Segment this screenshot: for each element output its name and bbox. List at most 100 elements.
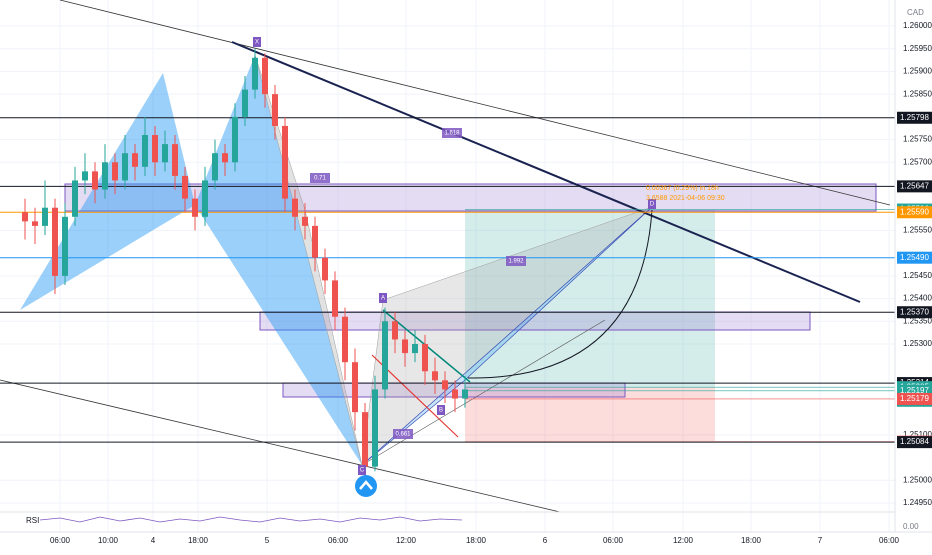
point-label: A (381, 296, 385, 302)
price-tag-label: 1.25798 (900, 113, 929, 122)
rsi-line (39, 516, 463, 523)
zone-box (64, 183, 877, 212)
point-box (437, 405, 445, 415)
candle-body (42, 207, 48, 226)
candle-body (192, 198, 198, 217)
price-tag-label: 1.25490 (900, 253, 929, 262)
alert-icon-glyph (359, 480, 373, 490)
price-tick-label: 1.25350 (903, 316, 932, 325)
candle-body (252, 57, 258, 90)
price-tag (897, 392, 932, 405)
ratio-label: 0.71 (314, 176, 326, 182)
candle-body (202, 180, 208, 217)
grid (0, 0, 895, 532)
time-tick-label: 12:00 (673, 536, 694, 545)
time-tick-label: 4 (151, 536, 156, 545)
candle-body (142, 135, 148, 167)
price-tag (897, 180, 932, 193)
candle-body (452, 389, 458, 399)
point-label: B (439, 408, 443, 414)
long-profit-zone (465, 210, 715, 387)
time-tick-label: 18:00 (188, 536, 209, 545)
candle-body (402, 339, 408, 354)
candle-body (212, 153, 218, 181)
candle-body (392, 321, 398, 340)
time-tick-label: 06:00 (879, 536, 900, 545)
candle-body (242, 89, 248, 117)
time-tick-label: 12:00 (396, 536, 417, 545)
time-tick-label: 18:00 (466, 536, 487, 545)
price-tag-label: 1.25370 (900, 307, 929, 316)
price-tick-label: 1.25300 (903, 339, 932, 348)
price-tag (897, 436, 932, 449)
point-box (648, 199, 656, 209)
candle-body (302, 216, 308, 226)
price-tag-label: 1.25197 (900, 386, 929, 395)
position-info: 0.00367 (0.29%) in 18h (646, 185, 719, 192)
alert-icon[interactable] (355, 475, 377, 497)
candle-body (62, 216, 68, 276)
ratio-label: 1.992 (508, 259, 524, 265)
time-tick-label: 6 (543, 536, 548, 545)
candle-body (382, 321, 388, 390)
candle-body (422, 344, 428, 372)
time-tick-label: 7 (818, 536, 823, 545)
price-tick-label: 1.25950 (903, 44, 932, 53)
time-tick-label: 06:00 (603, 536, 624, 545)
candle-body (222, 153, 228, 163)
point-box (358, 465, 366, 475)
price-tick-label: 1.24950 (903, 498, 932, 507)
price-tag (897, 206, 932, 219)
candle-body (92, 171, 98, 190)
price-tick-label: 1.25550 (903, 226, 932, 235)
candle-body (322, 257, 328, 281)
point-label: X (255, 40, 259, 46)
ratio-box (310, 173, 330, 183)
trend-line (231, 41, 861, 303)
candle-body (362, 412, 368, 467)
ratio-label: 1.618 (444, 131, 460, 137)
point-box (253, 37, 261, 47)
candle-body (82, 171, 88, 181)
rsi-axis-label: 0.00 (903, 522, 919, 531)
projection-line (361, 319, 606, 466)
candle-body (262, 57, 268, 95)
ratio-box (393, 429, 413, 439)
time-tick-label: 5 (265, 536, 270, 545)
candle-body (292, 198, 298, 217)
candle-body (272, 94, 278, 126)
time-tick-label: 10:00 (98, 536, 119, 545)
drawing-labels: 1.618 0.71 1.992 0.661 X A B C D (253, 37, 656, 475)
candle-body (352, 362, 358, 413)
candle-body (282, 125, 288, 199)
candle-body (122, 153, 128, 181)
candle-body (162, 144, 168, 163)
candle-body (372, 389, 378, 467)
harmonic-leg (254, 54, 363, 466)
price-tag-label: 1.25647 (900, 181, 929, 190)
price-tag (897, 306, 932, 319)
price-tick-label: 1.25100 (903, 430, 932, 439)
price-tag-label: 1.25084 (900, 437, 929, 446)
candle-body (172, 144, 178, 176)
candle-body (412, 344, 418, 354)
price-tick-label: 1.25450 (903, 271, 932, 280)
harmonic-leg (361, 206, 653, 466)
price-tick-label: 1.25400 (903, 294, 932, 303)
candle-body (52, 207, 58, 276)
trend-line (59, 0, 891, 206)
price-tag-label: 1.25179 (900, 394, 929, 403)
candle-body (112, 162, 118, 181)
candle-body (462, 389, 468, 399)
candle-body (342, 316, 348, 363)
point-box (379, 293, 387, 303)
ratio-label: 0.661 (395, 432, 411, 438)
time-tick-label: 06:00 (328, 536, 349, 545)
candle-body (182, 175, 188, 199)
position-info: 3.6588 2021-04-06 09:30 (646, 195, 725, 202)
price-axis: 1.26000 1.25950 1.25900 1.25850 1.25750 1.257… (897, 21, 932, 507)
long-loss-zone (465, 387, 715, 441)
candle-body (332, 280, 338, 317)
